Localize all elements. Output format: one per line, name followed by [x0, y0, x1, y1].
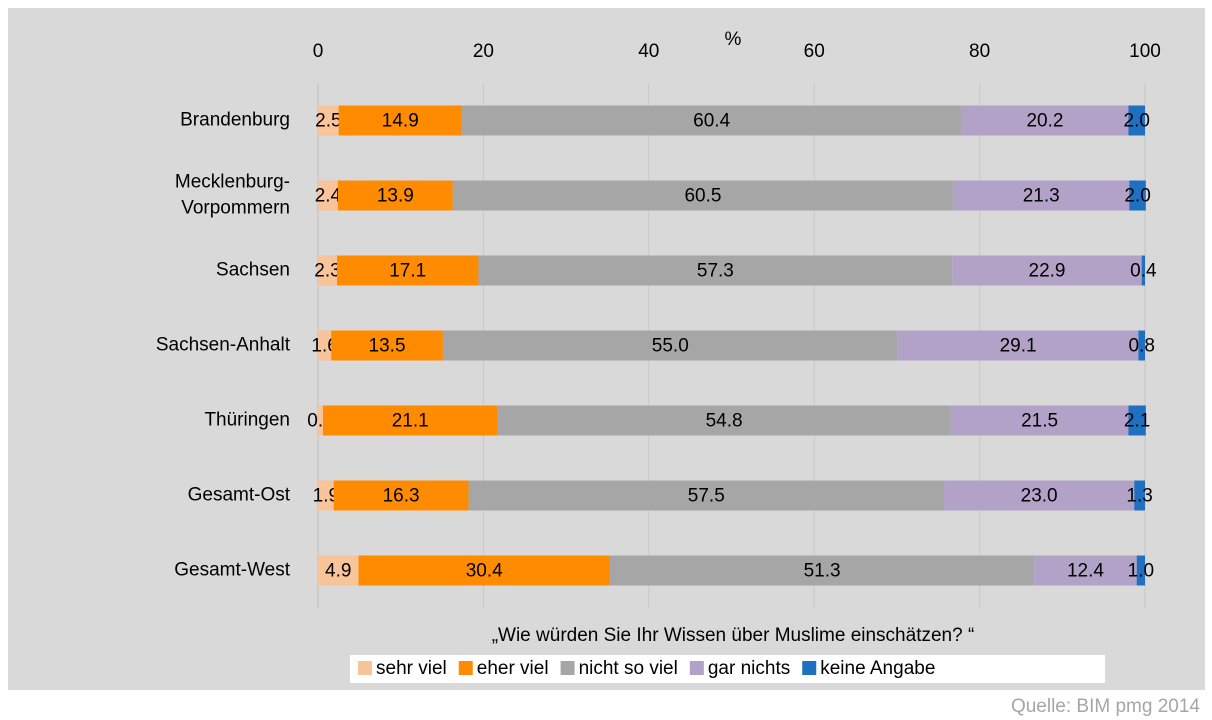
bar-segment [952, 255, 1142, 286]
x-tick-label: 0 [313, 41, 324, 62]
data-label: 60.5 [684, 186, 721, 207]
bar-segment [318, 405, 323, 436]
legend-label: keine Angabe [820, 658, 935, 679]
bar-segment [497, 405, 951, 436]
data-label: 57.5 [688, 486, 725, 507]
bar-segment [318, 105, 339, 136]
data-label: 17.1 [389, 261, 426, 282]
bar-segment [318, 330, 332, 361]
bar-segment [1128, 405, 1146, 436]
bar-segment [468, 480, 945, 511]
y-tick-label: Brandenburg [180, 110, 290, 131]
bar-segment [333, 480, 469, 511]
x-tick-label: 100 [1129, 41, 1161, 62]
bar-segment [337, 255, 479, 286]
x-axis-label: % [725, 29, 742, 50]
bar-segment [338, 105, 462, 136]
data-label: 2.0 [1124, 186, 1150, 207]
data-label: 0.8 [1128, 336, 1154, 357]
legend-box [350, 655, 1105, 683]
data-label: 1.3 [1126, 486, 1152, 507]
bar-segment [337, 180, 453, 211]
bar-segment [452, 180, 954, 211]
data-label: 13.5 [369, 336, 406, 357]
data-label: 21.5 [1021, 411, 1058, 432]
bar-segment [1128, 105, 1145, 136]
bar-segment [318, 180, 338, 211]
data-label: 55.0 [652, 336, 689, 357]
y-tick-label: Thüringen [204, 410, 290, 431]
bar-segment [950, 405, 1129, 436]
bar-segment [1141, 255, 1145, 286]
data-label: 22.9 [1029, 261, 1066, 282]
legend-swatch [458, 661, 473, 675]
data-label: 2.4 [315, 186, 342, 207]
data-label: 2.3 [314, 261, 340, 282]
bar-segment [478, 255, 953, 286]
y-tick-label: Gesamt-West [174, 560, 291, 581]
data-label: 51.3 [804, 561, 841, 582]
bar-segment [318, 480, 334, 511]
bar-segment [944, 480, 1135, 511]
legend-label: eher viel [477, 658, 549, 679]
bar-segment [442, 330, 898, 361]
legend-swatch [689, 661, 704, 675]
x-tick-label: 80 [969, 41, 990, 62]
bar-segment [1134, 480, 1145, 511]
data-label: 12.4 [1067, 561, 1104, 582]
bar-segment [1129, 180, 1146, 211]
data-label: 54.8 [706, 411, 743, 432]
bar-segment [461, 105, 962, 136]
data-label: 57.3 [697, 261, 734, 282]
data-label: 20.2 [1026, 111, 1063, 132]
bar-segment [318, 555, 359, 586]
bar-segment [897, 330, 1139, 361]
x-tick-label: 40 [638, 41, 659, 62]
x-tick-label: 60 [804, 41, 825, 62]
bar-segment [322, 405, 498, 436]
bar-segment [318, 255, 338, 286]
y-tick-label: Sachsen [216, 260, 290, 281]
bar-segment [609, 555, 1035, 586]
data-label: 1.9 [313, 486, 339, 507]
data-label: 29.1 [1000, 336, 1037, 357]
bar-segment [1136, 555, 1145, 586]
data-label: 13.9 [377, 186, 414, 207]
bar-segment [1138, 330, 1145, 361]
data-label: 21.1 [392, 411, 429, 432]
x-tick-label: 20 [473, 41, 494, 62]
bar-segment [331, 330, 443, 361]
data-label: 23.0 [1021, 486, 1058, 507]
y-tick-label: Sachsen-Anhalt [156, 335, 291, 356]
legend-label: nicht so viel [579, 658, 678, 679]
data-label: 21.3 [1023, 186, 1060, 207]
data-label: 2.0 [1124, 111, 1150, 132]
y-tick-label: Gesamt-Ost [188, 485, 291, 506]
legend-label: sehr viel [376, 658, 447, 679]
data-label: 2.1 [1124, 411, 1150, 432]
bar-segment [358, 555, 610, 586]
legend-swatch [802, 661, 817, 675]
legend-label: gar nichts [708, 658, 790, 679]
legend-swatch [560, 661, 575, 675]
data-label: 14.9 [382, 111, 419, 132]
bar-segment [961, 105, 1129, 136]
data-label: 0.4 [1130, 261, 1157, 282]
data-label: 4.9 [325, 561, 351, 582]
data-label: 60.4 [693, 111, 730, 132]
data-label: 16.3 [383, 486, 420, 507]
y-tick-label: Mecklenburg-Vorpommern [175, 172, 290, 219]
source: Quelle: BIM pmg 2014 [1011, 696, 1200, 717]
legend-swatch [358, 661, 372, 675]
bar-segment [1034, 555, 1137, 586]
data-label: 1.0 [1128, 561, 1154, 582]
subtitle: „Wie würden Sie Ihr Wissen über Muslime … [492, 625, 975, 646]
bar-segment [953, 180, 1130, 211]
data-label: 1.6 [311, 336, 337, 357]
data-label: 30.4 [466, 561, 503, 582]
data-label: 2.5 [315, 111, 341, 132]
